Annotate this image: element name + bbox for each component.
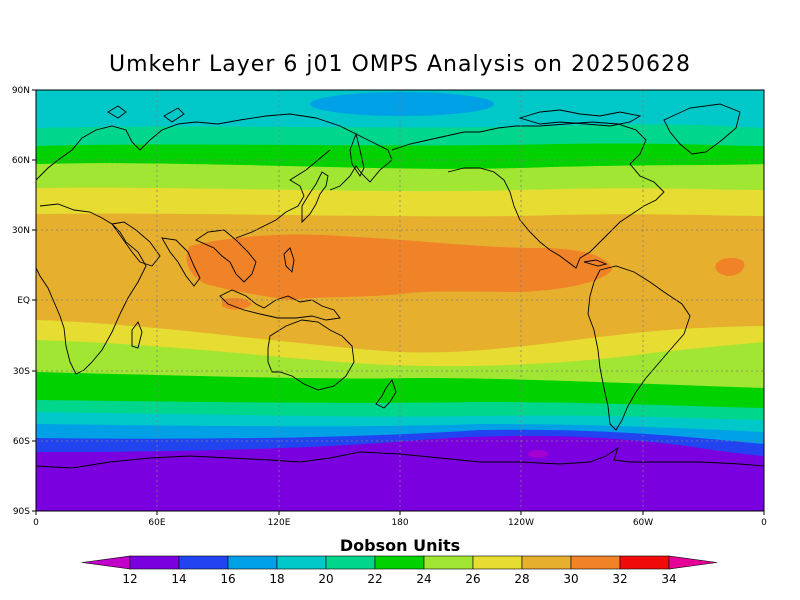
lat-label: EQ	[17, 296, 30, 306]
colorbar: 12 14 16 18 20 22 24 26 28 30 32 34	[81, 555, 718, 586]
colorbar-label: 34	[661, 572, 676, 586]
frame-ticks	[32, 89, 765, 515]
coast-novaya-zemlya	[163, 107, 185, 123]
coast-south-america	[587, 265, 691, 431]
coast-madagascar	[131, 321, 143, 349]
lat-labels: 90N 60N 30N EQ 30S 60S 90S	[12, 86, 30, 517]
field-band	[528, 450, 548, 458]
coast-philippines	[283, 247, 295, 273]
lon-label: 0	[761, 518, 767, 528]
colorbar-box	[227, 555, 278, 570]
colorbar-box	[521, 555, 572, 570]
lon-label: 0	[33, 518, 39, 528]
coast-europe	[36, 113, 393, 191]
lat-label: 90N	[12, 86, 30, 96]
field-band	[310, 92, 494, 116]
coast-indonesia	[219, 289, 341, 321]
coast-japan	[301, 171, 329, 224]
lat-label: 60S	[13, 437, 30, 447]
colorbar-box	[472, 555, 523, 570]
coast-new-zealand	[375, 379, 397, 409]
coast-north-america	[391, 121, 665, 269]
lat-label: 60N	[12, 156, 30, 166]
colorbar-label: 30	[563, 572, 578, 586]
colorbar-box	[374, 555, 425, 570]
colorbar-label: 32	[612, 572, 627, 586]
lon-label: 120W	[508, 518, 534, 528]
graticule	[36, 90, 764, 511]
colorbar-label: 20	[318, 572, 333, 586]
colorbar-box	[325, 555, 376, 570]
colorbar-label: 14	[171, 572, 186, 586]
field-band	[715, 257, 745, 276]
lat-label: 30S	[13, 367, 30, 377]
coast-se-asia	[195, 229, 257, 283]
lon-label: 120E	[268, 518, 291, 528]
coast-arabia	[111, 221, 161, 267]
coast-kamchatka	[349, 132, 365, 177]
colorbar-box	[619, 555, 670, 570]
coast-africa	[36, 203, 147, 375]
lon-label: 60W	[633, 518, 653, 528]
coast-svalbard	[107, 105, 127, 119]
lon-label: 180	[391, 518, 408, 528]
colorbar-right-arrow	[668, 555, 718, 570]
colorbar-label: 26	[465, 572, 480, 586]
map-title: Umkehr Layer 6 j01 OMPS Analysis on 2025…	[109, 52, 691, 77]
lat-label: 30N	[12, 226, 30, 236]
colorbar-box	[276, 555, 327, 570]
colorbar-label: 12	[122, 572, 137, 586]
colorbar-label: 18	[269, 572, 284, 586]
coast-caribbean	[583, 259, 608, 267]
colorbar-label: 28	[514, 572, 529, 586]
coast-arctic-islands	[518, 109, 642, 127]
lat-label: 90S	[13, 507, 30, 517]
lon-label: 60E	[148, 518, 165, 528]
coast-australia	[267, 319, 355, 391]
coastlines	[36, 103, 764, 469]
coast-india	[161, 237, 201, 287]
colorbar-label: 16	[220, 572, 235, 586]
colorbar-label: 24	[416, 572, 431, 586]
colorbar-left-arrow	[81, 555, 131, 570]
coast-greenland	[663, 103, 741, 155]
coast-antarctica	[36, 446, 764, 469]
colorbar-box	[423, 555, 474, 570]
field-band	[186, 234, 612, 300]
field-band	[222, 297, 252, 310]
colorbar-label: 22	[367, 572, 382, 586]
colorbar-box	[129, 555, 180, 570]
lon-labels: 0 60E 120E 180 120W 60W 0	[33, 518, 767, 528]
field-band	[36, 435, 764, 511]
colorbar-title: Dobson Units	[339, 536, 461, 555]
colorbar-box	[570, 555, 621, 570]
colorbar-box	[178, 555, 229, 570]
coast-china	[235, 149, 331, 239]
